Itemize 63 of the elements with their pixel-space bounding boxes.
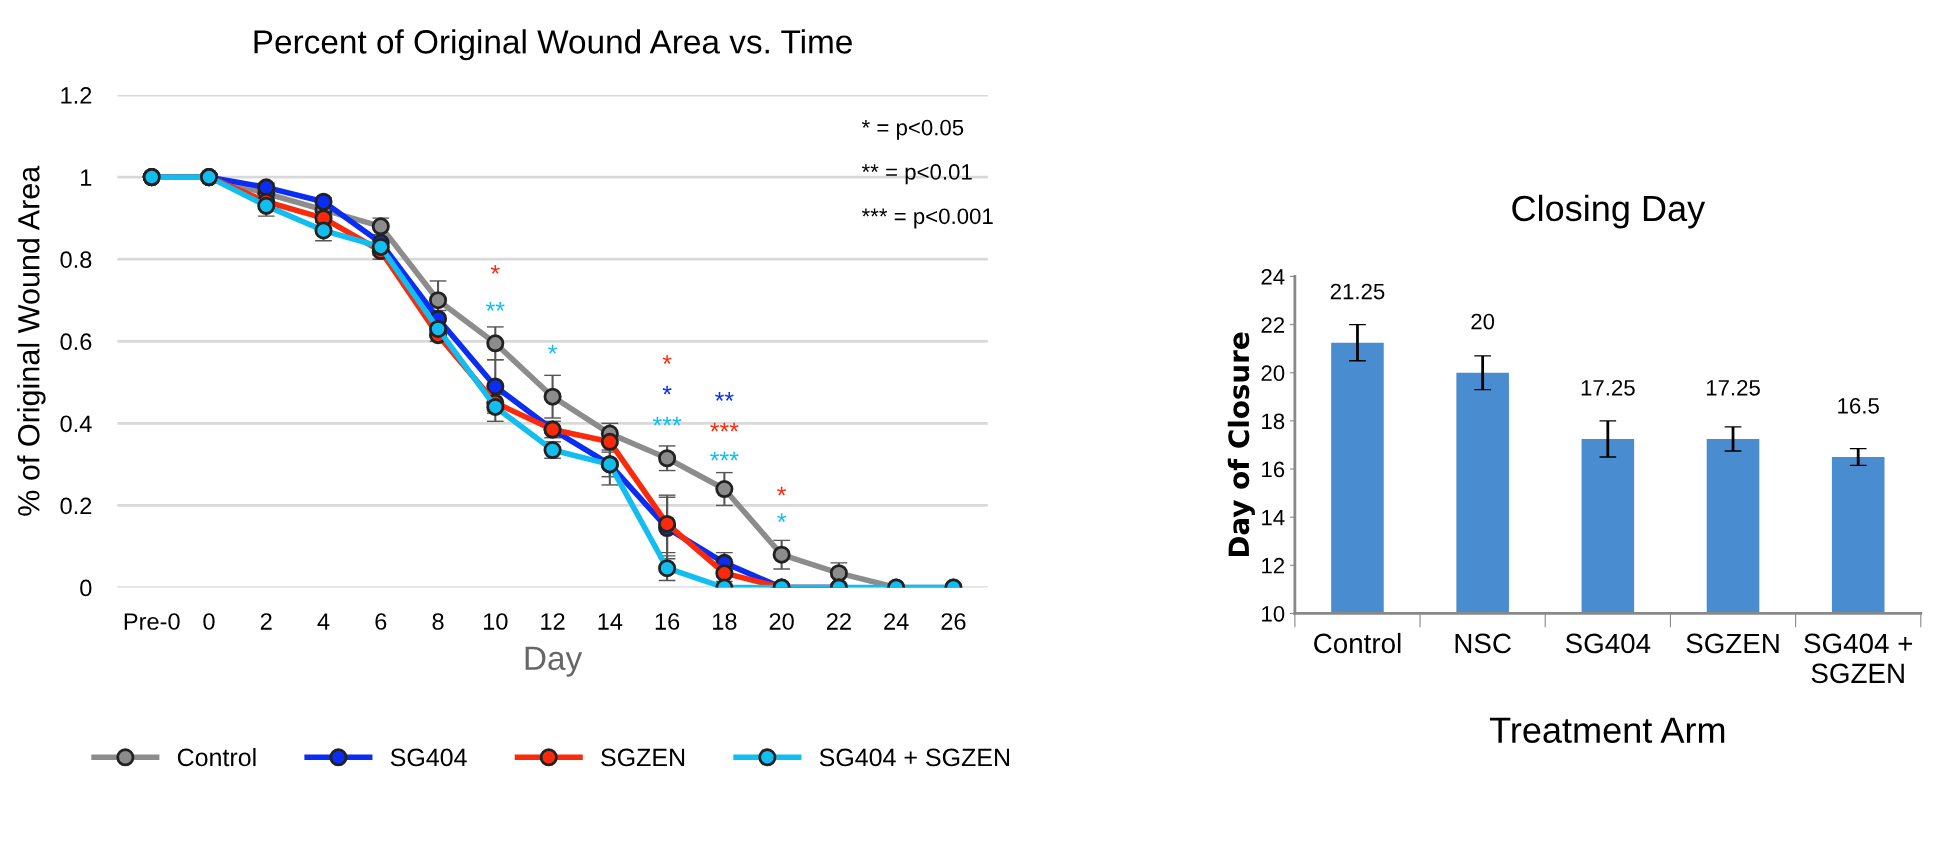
x-tick-label: 10 (483, 613, 508, 630)
x-tick-label: 20 (769, 613, 794, 630)
y-tick-label: 1 (81, 169, 92, 186)
x-tick-label: SG404 (1565, 633, 1651, 654)
x-axis-title: Day (525, 646, 583, 677)
annotation: * = p<0.05 (861, 119, 964, 140)
annotation: * (490, 265, 500, 274)
data-label: 17.25 (1706, 379, 1760, 396)
data-label: 16.5 (1838, 397, 1879, 414)
legend-label: SGZEN (601, 748, 685, 767)
y-tick-label: 0.2 (60, 497, 92, 515)
annotation: *** (710, 451, 739, 461)
y-tick-label: 20 (1261, 365, 1285, 382)
x-tick-label: 24 (884, 613, 909, 630)
x-tick-label: 2 (260, 613, 272, 630)
annotation: * (662, 385, 672, 395)
x-axis-title: Treatment Arm (1489, 717, 1725, 743)
legend-label: SG404 (390, 748, 467, 767)
chart-title: Closing Day (1512, 194, 1706, 229)
annotation: * (662, 355, 672, 364)
x-tick-label: 0 (203, 613, 215, 630)
annotation: *** (710, 422, 739, 432)
y-tick-label: 1.2 (61, 87, 92, 104)
x-tick-label: 14 (598, 613, 623, 630)
y-tick-label: 18 (1262, 413, 1285, 430)
x-tick-label: 8 (432, 613, 444, 630)
x-tick-label: 18 (713, 613, 737, 630)
x-tick-label: 26 (941, 613, 966, 630)
x-tick-label: 12 (541, 613, 565, 630)
x-tick-label: SG404 + SGZEN (1804, 633, 1913, 684)
x-tick-label: 16 (655, 613, 680, 630)
annotation: * (548, 344, 558, 354)
y-tick-label: 16 (1262, 461, 1285, 478)
annotation: ** = p<0.01 (861, 164, 972, 185)
y-tick-label: 0.4 (60, 415, 92, 433)
annotation: *** (652, 416, 682, 426)
legend-label: SG404 + SGZEN (819, 748, 1010, 767)
chart-title: Percent of Original Wound Area vs. Time (254, 29, 852, 61)
legend-label: Control (177, 747, 256, 767)
y-tick-label: 0.8 (60, 251, 92, 268)
y-tick-label: 0.6 (60, 333, 92, 351)
annotation: *** = p<0.001 (861, 208, 993, 229)
y-tick-label: 0 (80, 579, 92, 597)
x-tick-label: NSC (1455, 633, 1511, 654)
data-label: 20 (1471, 313, 1495, 330)
x-tick-label: 22 (826, 613, 851, 630)
annotation: ** (485, 301, 505, 311)
annotation: ** (715, 392, 734, 401)
y-tick-label: 24 (1261, 269, 1285, 285)
x-tick-label: Pre-0 (124, 613, 180, 630)
y-axis-title: % of Original Wound Area (17, 165, 46, 516)
y-tick-label: 12 (1262, 557, 1285, 574)
y-tick-label: 14 (1262, 509, 1285, 526)
x-tick-label: 6 (375, 613, 387, 630)
x-tick-label: 4 (317, 613, 330, 630)
y-tick-label: 22 (1261, 317, 1285, 333)
data-label: 21.25 (1330, 283, 1385, 300)
data-label: 17.25 (1581, 379, 1635, 396)
annotation: * (777, 486, 787, 496)
y-axis-title: Day of Closure (1227, 332, 1255, 557)
x-tick-label: SGZEN (1686, 633, 1779, 654)
annotation: * (777, 513, 787, 523)
x-tick-label: Control (1314, 632, 1401, 654)
